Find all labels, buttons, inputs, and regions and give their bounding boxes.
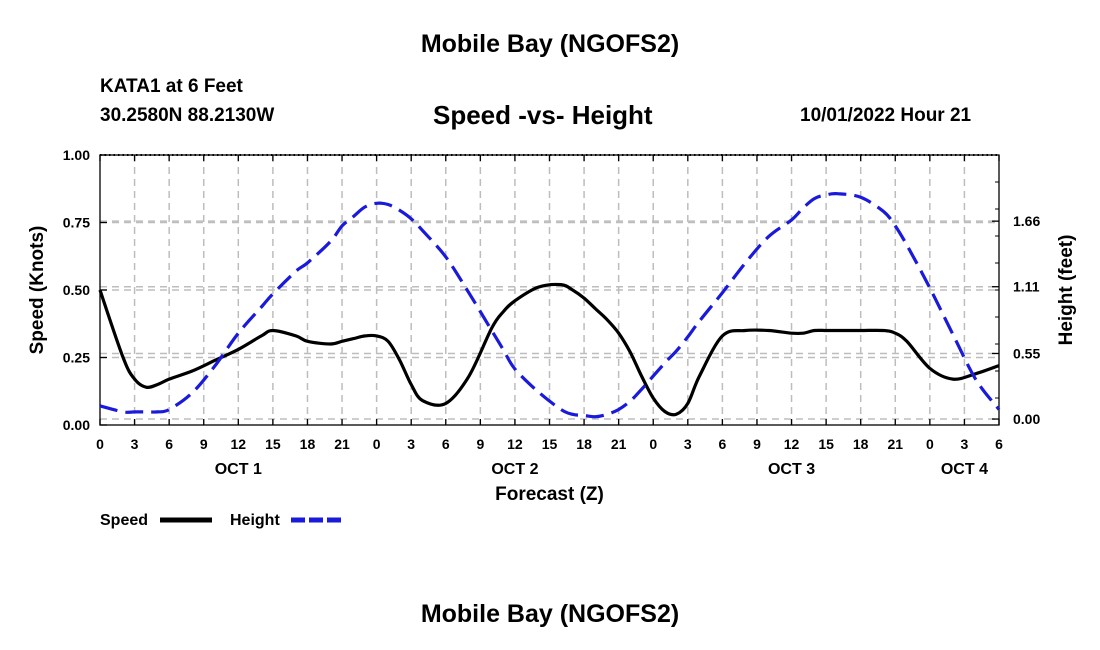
x-axis-title: Forecast (Z) <box>495 484 604 505</box>
x-tick-label: 12 <box>231 436 247 452</box>
day-label: OCT 3 <box>768 461 815 478</box>
x-tick-label: 3 <box>407 436 415 452</box>
station-coordinates: 30.2580N 88.2130W <box>100 105 275 126</box>
y-axis-title: Speed (Knots) <box>27 226 48 355</box>
station-label: KATA1 at 6 Feet <box>100 76 243 97</box>
page-title: Mobile Bay (NGOFS2) <box>420 30 680 58</box>
legend: Speed Height <box>100 512 343 529</box>
day-label: OCT 2 <box>491 461 538 478</box>
x-tick-label: 0 <box>926 436 934 452</box>
x-tick-label: 21 <box>334 436 350 452</box>
day-label: OCT 1 <box>215 461 262 478</box>
y-tick-label: 1.00 <box>63 147 90 163</box>
y2-tick-label: 1.66 <box>1013 213 1040 229</box>
legend-speed-label: Speed <box>100 512 148 529</box>
y-tick-label: 0.00 <box>63 417 90 433</box>
x-tick-label: 18 <box>853 436 869 452</box>
x-tick-label: 12 <box>507 436 523 452</box>
x-tick-label: 9 <box>200 436 208 452</box>
x-tick-label: 6 <box>442 436 450 452</box>
y-tick-label: 0.50 <box>63 282 90 298</box>
y2-tick-label: 1.11 <box>1013 279 1040 295</box>
x-tick-label: 3 <box>684 436 692 452</box>
y2-tick-label: 0.55 <box>1013 345 1040 361</box>
day-label: OCT 4 <box>941 461 988 478</box>
footer-title: Mobile Bay (NGOFS2) <box>420 600 680 628</box>
x-tick-label: 6 <box>165 436 173 452</box>
x-tick-label: 0 <box>96 436 104 452</box>
x-tick-label: 0 <box>373 436 381 452</box>
y2-axis-title: Height (feet) <box>1056 235 1077 346</box>
x-tick-label: 6 <box>718 436 726 452</box>
x-tick-label: 21 <box>887 436 903 452</box>
speed-series-line <box>98 282 1000 417</box>
series <box>98 192 1001 419</box>
x-tick-label: 6 <box>995 436 1003 452</box>
x-tick-label: 15 <box>542 436 558 452</box>
x-tick-label: 3 <box>961 436 969 452</box>
chart-title: Speed -vs- Height <box>433 100 653 130</box>
x-tick-label: 21 <box>611 436 627 452</box>
x-tick-label: 9 <box>476 436 484 452</box>
x-tick-label: 12 <box>784 436 800 452</box>
x-tick-label: 9 <box>753 436 761 452</box>
x-tick-label: 18 <box>300 436 316 452</box>
axis-ticks <box>99 154 1000 426</box>
legend-height-label: Height <box>230 512 280 529</box>
x-tick-label: 0 <box>649 436 657 452</box>
grid <box>100 155 999 425</box>
y2-tick-label: 0.00 <box>1013 411 1040 427</box>
x-tick-label: 15 <box>818 436 834 452</box>
x-tick-label: 18 <box>576 436 592 452</box>
forecast-datetime: 10/01/2022 Hour 21 <box>800 105 972 126</box>
x-tick-label: 3 <box>131 436 139 452</box>
axis-labels: 0 3 6 9 12 15 18 21 0 3 6 9 12 15 18 21 0 3 6 9 12 15 18 21 0 3 60… <box>27 147 1077 505</box>
x-tick-label: 15 <box>265 436 281 452</box>
y-tick-label: 0.25 <box>63 350 90 366</box>
y-tick-label: 0.75 <box>63 215 90 231</box>
height-series-line <box>99 192 1001 419</box>
